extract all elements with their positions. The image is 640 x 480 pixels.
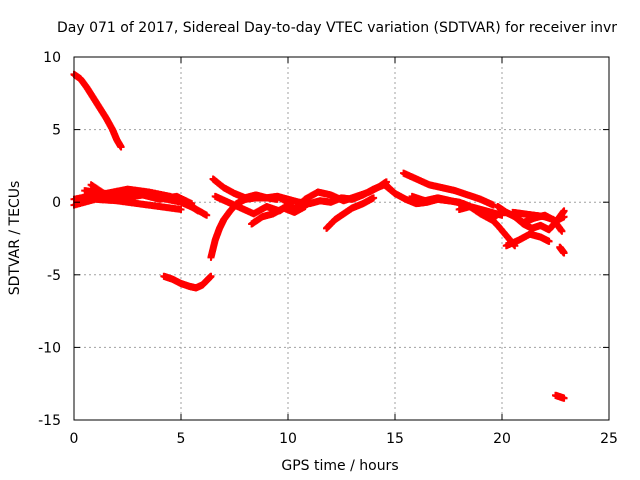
data-point: [545, 237, 553, 245]
y-tick-label: 0: [52, 195, 61, 211]
data-point: [370, 194, 378, 202]
data-series: [70, 70, 125, 151]
chart-title: Day 071 of 2017, Sidereal Day-to-day VTE…: [57, 20, 617, 36]
data-point: [117, 143, 125, 151]
axis-ticks: 0 5 10 15 20 25 -15 -10 -5 0 5 10: [38, 50, 618, 447]
data-series: [400, 169, 497, 209]
x-tick-label: 15: [386, 431, 404, 447]
data-point: [489, 201, 497, 209]
data-series: [509, 208, 566, 235]
x-axis-label: GPS time / hours: [281, 458, 398, 474]
data-series: [87, 181, 196, 208]
data-point: [194, 207, 202, 215]
data-series: [70, 195, 185, 213]
data-point: [177, 205, 185, 213]
y-tick-label: -5: [47, 268, 61, 284]
x-tick-label: 20: [493, 431, 511, 447]
data-point: [203, 211, 211, 219]
x-tick-label: 5: [177, 431, 186, 447]
y-tick-label: 10: [43, 50, 61, 66]
data-point: [560, 394, 568, 402]
x-tick-label: 25: [600, 431, 618, 447]
gridlines: [74, 57, 609, 420]
data-series: [556, 243, 568, 257]
data-point: [560, 207, 568, 215]
data-point: [207, 272, 215, 280]
plot-frame: [73, 56, 610, 421]
y-tick-label: 5: [52, 123, 61, 139]
y-tick-label: -15: [38, 413, 61, 429]
x-tick-label: 10: [279, 431, 297, 447]
data-points: [70, 70, 568, 402]
data-series: [502, 230, 553, 250]
data-series: [323, 194, 378, 232]
data-point: [560, 249, 568, 257]
data-point: [188, 200, 196, 208]
y-axis-label: SDTVAR / TECUs: [7, 181, 23, 296]
x-tick-label: 0: [70, 431, 79, 447]
data-series: [408, 192, 519, 250]
data-series: [160, 272, 215, 292]
data-series: [248, 203, 309, 228]
data-series: [288, 178, 390, 215]
y-tick-label: -10: [38, 340, 61, 356]
data-series: [552, 391, 568, 402]
data-point: [558, 227, 566, 235]
